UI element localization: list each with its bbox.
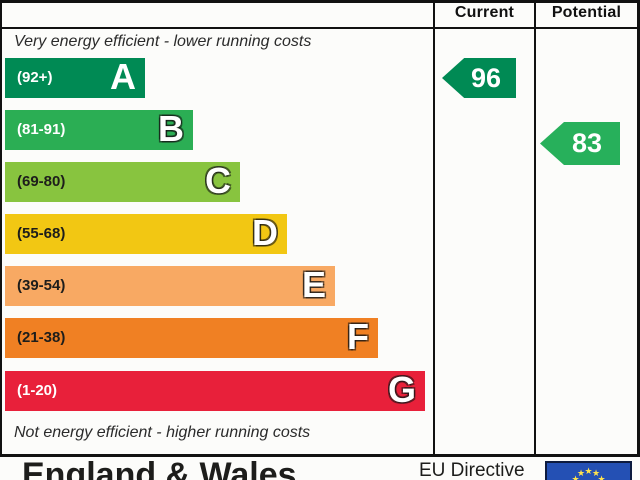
current-potential-divider — [534, 0, 536, 457]
band-c-range: (69-80) — [17, 173, 66, 190]
current-value: 96 — [470, 62, 502, 93]
band-g-letter: G — [387, 369, 416, 410]
band-a-range: (92+) — [17, 69, 53, 86]
table-top-border — [0, 0, 640, 3]
band-e-letter: E — [301, 264, 326, 305]
region-label: England & Wales — [22, 456, 297, 480]
table-right-border — [637, 0, 640, 457]
current-column-header: Current — [454, 4, 515, 21]
band-b-range: (81-91) — [17, 121, 66, 138]
band-e-range: (39-54) — [17, 277, 66, 294]
band-a-letter: A — [110, 56, 136, 97]
current-arrow: 96 — [442, 58, 516, 98]
table-bottom-border — [0, 454, 640, 457]
eu-directive-label: EU Directive — [419, 460, 525, 480]
band-f-range: (21-38) — [17, 329, 66, 346]
top-caption: Very energy efficient - lower running co… — [14, 33, 312, 50]
band-g-range: (1-20) — [17, 382, 58, 399]
band-f-letter: F — [347, 316, 369, 357]
band-f: (21-38) F — [5, 316, 378, 358]
table-left-border — [0, 0, 2, 457]
band-a: (92+) A — [5, 56, 145, 98]
band-d-letter: D — [252, 212, 278, 253]
band-b: (81-91) B — [5, 108, 193, 150]
potential-arrow: 83 — [540, 122, 620, 165]
band-d: (55-68) D — [5, 212, 287, 254]
bottom-caption: Not energy efficient - higher running co… — [14, 424, 311, 441]
band-g: (1-20) G — [5, 369, 425, 411]
band-c-letter: C — [205, 160, 231, 201]
potential-value: 83 — [571, 128, 603, 158]
chart-current-divider — [433, 0, 435, 457]
band-b-letter: B — [158, 108, 184, 149]
header-divider-line — [0, 27, 640, 29]
eu-flag-icon: ★★★★★★★★★★★★ — [545, 461, 632, 480]
band-c: (69-80) C — [5, 160, 240, 202]
band-d-range: (55-68) — [17, 225, 66, 242]
band-e: (39-54) E — [5, 264, 335, 306]
potential-column-header: Potential — [551, 4, 622, 21]
